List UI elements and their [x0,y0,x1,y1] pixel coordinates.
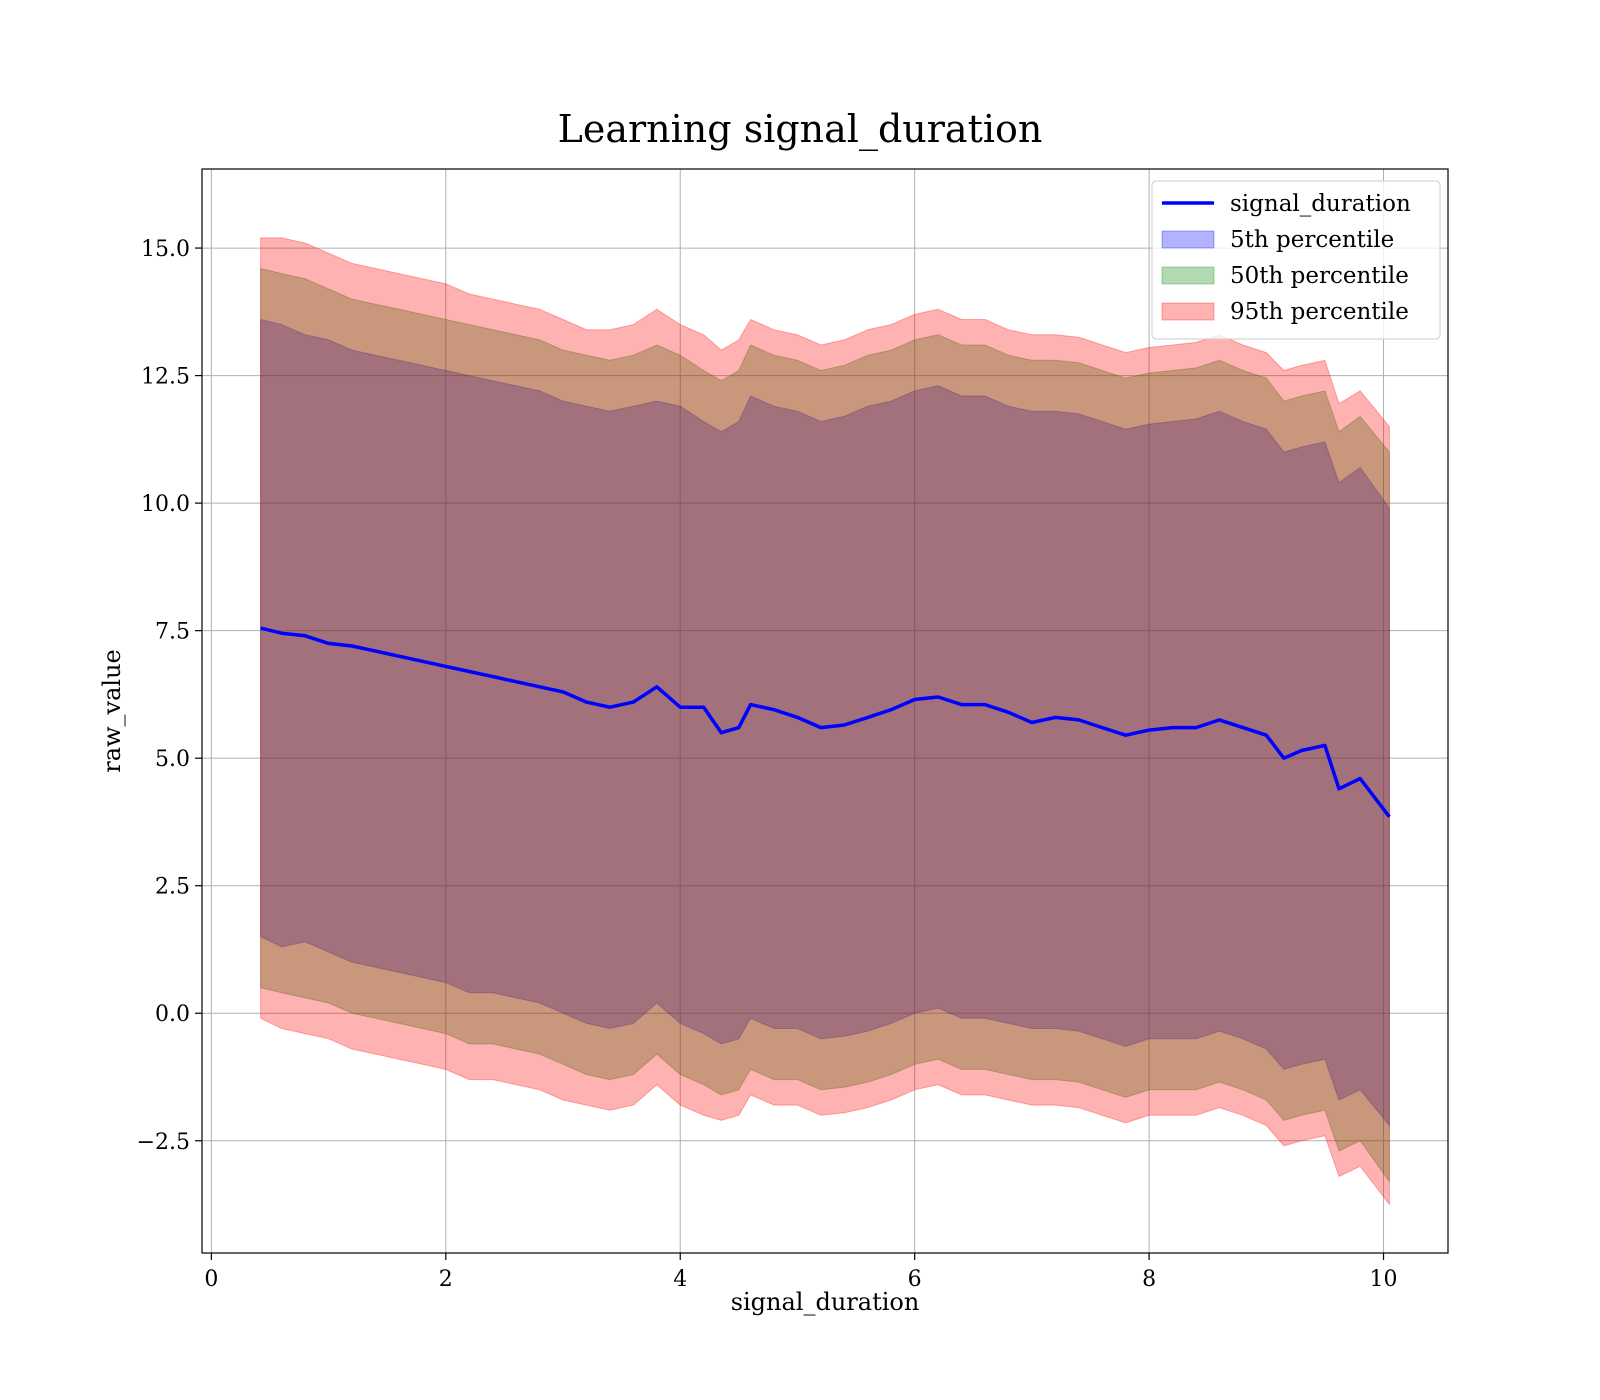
lines [260,626,1391,818]
legend-swatch [1161,302,1215,321]
chart-title: Learning signal_duration [558,107,1043,152]
y-tick-label: 12.5 [141,365,190,390]
y-tick-label: 7.5 [155,620,190,645]
y-tick-label: 5.0 [155,747,190,772]
y-tick-label: 0.0 [155,1002,190,1027]
legend-swatch [1161,266,1215,285]
band-95th-percentile [260,237,1390,1206]
legend-label: 5th percentile [1230,227,1394,253]
y-axis-label: raw_value [98,649,126,773]
band-5th-percentile [260,318,1390,1127]
legend-label: 95th percentile [1230,299,1409,325]
band-50th-percentile [260,267,1390,1184]
x-tick-label: 2 [439,1267,453,1292]
legend-label: signal_duration [1230,191,1411,217]
legend-swatch [1161,230,1215,249]
y-tick-label: 15.0 [141,237,190,262]
x-axis-label: signal_duration [731,1288,920,1316]
x-tick-label: 6 [908,1267,922,1292]
bands [260,237,1390,1206]
x-axis-ticks: 0 2 4 6 8 10 [204,1253,1398,1292]
y-tick-label: 2.5 [155,875,190,900]
y-tick-label: −2.5 [137,1130,190,1155]
y-axis-ticks: −2.5 0.0 2.5 5.0 7.5 10.0 12.5 15.0 [137,237,202,1155]
y-tick-label: 10.0 [141,492,190,517]
series-line-signal-duration [260,626,1391,818]
grid [202,169,1448,1253]
legend: signal_duration 5th percentile 50th percen… [1151,180,1441,340]
x-tick-label: 0 [204,1267,218,1292]
x-tick-label: 10 [1370,1267,1398,1292]
x-tick-label: 8 [1142,1267,1156,1292]
legend-label: 50th percentile [1230,263,1409,289]
x-tick-label: 4 [673,1267,687,1292]
legend-box [1151,180,1441,340]
plot-frame [201,168,1449,1254]
